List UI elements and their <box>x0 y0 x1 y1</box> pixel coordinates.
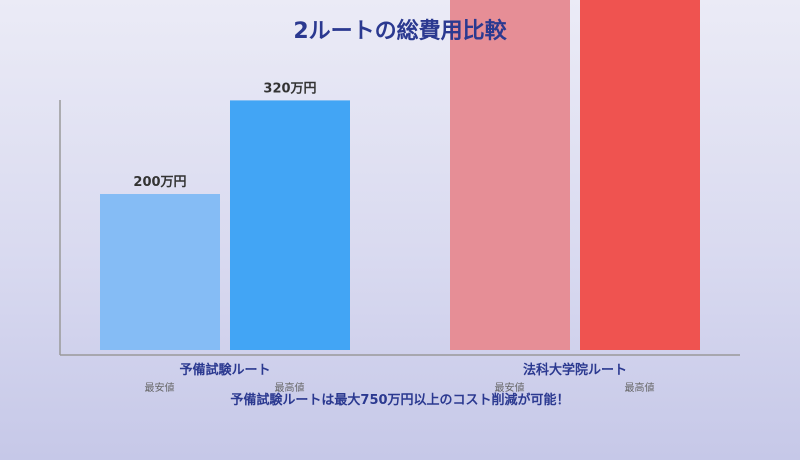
bar-value-label-1: 320万円 <box>263 81 316 96</box>
chart-title: 2ルートの総費用比較 <box>293 18 507 44</box>
bar-1 <box>230 100 350 351</box>
category-label-1: 法科大学院ルート <box>523 362 627 378</box>
bar-sublabel-3: 最高値 <box>625 381 655 394</box>
bar-sublabel-1: 最高値 <box>275 381 305 394</box>
bar-0 <box>100 194 220 350</box>
bars-layer <box>100 0 700 351</box>
bar-value-label-0: 200万円 <box>133 175 186 190</box>
bar-sublabel-0: 最安値 <box>145 381 175 394</box>
bar-sublabel-2: 最安値 <box>495 381 525 394</box>
bar-2 <box>450 0 570 350</box>
category-label-0: 予備試験ルート <box>179 362 270 378</box>
bar-3 <box>580 0 700 350</box>
footnote-text: 予備試験ルートは最大750万円以上のコスト削減が可能！ <box>230 392 569 408</box>
